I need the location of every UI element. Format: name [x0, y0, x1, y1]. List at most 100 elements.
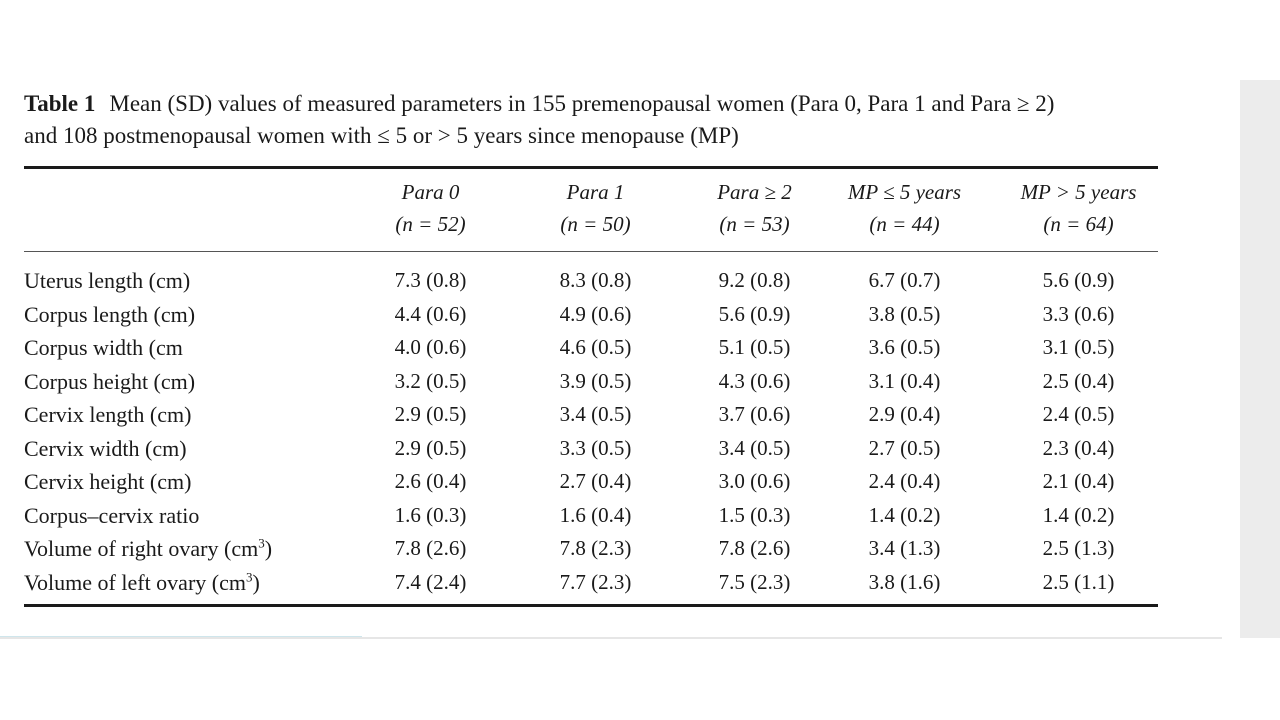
table-cell: 1.6 (0.3) [394, 502, 467, 527]
column-n: (n = 53) [719, 212, 790, 236]
table-cell: 3.4 (1.3) [868, 536, 941, 560]
table-cell: 4.9 (0.6) [559, 301, 632, 326]
table-caption: Table 1 Mean (SD) values of measured para… [24, 88, 1224, 152]
column-header-para-0: Para 0 (n = 52) [348, 176, 513, 240]
table-cell: 2.1 (0.4) [1042, 469, 1115, 493]
table-cell: 1.5 (0.3) [718, 502, 791, 527]
table-row: Cervix length (cm) 2.9 (0.5) 3.4 (0.5) 3.7 … [0, 398, 1160, 431]
row-label: Cervix length (cm) [24, 398, 364, 431]
table-cell: 2.9 (0.4) [868, 402, 941, 426]
row-label-text: Cervix width (cm) [24, 435, 187, 461]
table-cell: 2.9 (0.5) [394, 435, 467, 460]
table-cell: 4.6 (0.5) [559, 335, 632, 359]
row-label-text: Corpus height (cm) [24, 368, 196, 394]
caption-text-1: Mean (SD) values of measured parameters … [109, 91, 1055, 116]
table-cell: 2.5 (1.3) [1042, 536, 1115, 560]
table-cell: 2.9 (0.5) [394, 402, 467, 426]
row-label: Volume of left ovary (cm3) [24, 566, 364, 599]
column-title: Para 0 [401, 180, 460, 204]
table-cell: 2.6 (0.4) [394, 469, 467, 493]
table-cell: 3.3 (0.5) [559, 435, 632, 460]
table-row: Cervix height (cm) 2.6 (0.4) 2.7 (0.4) 3.0 … [0, 465, 1160, 498]
column-header-mp-gt5: MP > 5 years (n = 64) [996, 176, 1161, 240]
table-cell: 3.4 (0.5) [718, 435, 791, 460]
column-title: Para ≥ 2 [717, 180, 792, 204]
column-title: MP > 5 years [1020, 180, 1137, 204]
caption-line-2: and 108 postmenopausal women with ≤ 5 or… [24, 123, 739, 148]
row-label-tail: ) [264, 536, 273, 561]
table-cell: 3.8 (1.6) [868, 569, 941, 594]
table-cell: 2.3 (0.4) [1042, 435, 1115, 460]
table-cell: 3.0 (0.6) [718, 469, 791, 493]
row-label-superscript: 3 [245, 569, 253, 585]
row-label-text: Volume of right ovary (cm [24, 536, 259, 561]
table-cell: 4.0 (0.6) [394, 335, 467, 359]
table-bottom-rule [24, 604, 1158, 607]
table-row: Corpus length (cm) 4.4 (0.6) 4.9 (0.6) 5.6 … [0, 298, 1160, 331]
table-header-rule [24, 251, 1158, 252]
table-row: Corpus–cervix ratio 1.6 (0.3) 1.6 (0.4) 1.5… [0, 499, 1160, 532]
table-cell: 5.1 (0.5) [718, 335, 791, 359]
row-label-text: Uterus length (cm) [24, 268, 191, 293]
row-label-text: Corpus length (cm) [24, 301, 196, 327]
table-cell: 2.4 (0.4) [868, 469, 941, 493]
row-label-text: Corpus width (cm [24, 335, 183, 360]
table-cell: 7.3 (0.8) [394, 268, 467, 292]
table-cell: 3.9 (0.5) [559, 368, 632, 393]
column-header-para-2plus: Para ≥ 2 (n = 53) [672, 176, 837, 240]
table-cell: 3.4 (0.5) [559, 402, 632, 426]
row-label: Corpus–cervix ratio [24, 499, 364, 532]
row-label-text: Corpus–cervix ratio [24, 502, 200, 528]
table-cell: 1.6 (0.4) [559, 502, 632, 527]
row-label-tail: ) [252, 569, 260, 595]
table-row: Volume of left ovary (cm3) 7.4 (2.4) 7.7 (… [0, 566, 1160, 599]
table-cell: 5.6 (0.9) [1042, 268, 1115, 292]
table-cell: 7.8 (2.3) [559, 536, 632, 560]
table-cell: 1.4 (0.2) [868, 502, 941, 527]
row-label-text: Volume of left ovary (cm [24, 569, 246, 595]
table-cell: 4.3 (0.6) [718, 368, 791, 393]
table-cell: 1.4 (0.2) [1042, 502, 1115, 527]
row-label: Corpus length (cm) [24, 298, 364, 331]
table-cell: 9.2 (0.8) [718, 268, 791, 292]
table-cell: 7.7 (2.3) [559, 569, 632, 594]
table-cell: 3.8 (0.5) [868, 301, 941, 326]
table-row: Corpus width (cm 4.0 (0.6) 4.6 (0.5) 5.1 (0… [0, 331, 1160, 364]
table-cell: 7.8 (2.6) [394, 536, 467, 560]
table-cell: 2.5 (1.1) [1042, 569, 1115, 594]
table-cell: 7.4 (2.4) [394, 569, 467, 594]
row-label: Cervix height (cm) [24, 465, 364, 498]
table-cell: 3.7 (0.6) [718, 402, 791, 426]
column-n: (n = 44) [869, 212, 940, 236]
row-label-superscript: 3 [258, 535, 265, 551]
table-cell: 2.4 (0.5) [1042, 402, 1115, 426]
row-label: Cervix width (cm) [24, 432, 364, 465]
table-cell: 2.5 (0.4) [1042, 368, 1115, 393]
column-n: (n = 52) [395, 212, 466, 236]
column-title: MP ≤ 5 years [847, 180, 962, 204]
table-cell: 2.7 (0.5) [868, 435, 941, 460]
table-cell: 3.3 (0.6) [1042, 301, 1115, 326]
table-cell: 5.6 (0.9) [718, 301, 791, 326]
caption-line-1: Table 1 Mean (SD) values of measured para… [24, 88, 1224, 120]
column-n: (n = 64) [1043, 212, 1114, 236]
row-label: Volume of right ovary (cm3) [24, 532, 364, 565]
row-label-text: Cervix height (cm) [24, 469, 192, 494]
table-cell: 3.2 (0.5) [394, 368, 467, 393]
table-cell: 3.1 (0.4) [868, 368, 941, 393]
row-label: Uterus length (cm) [24, 264, 364, 297]
table-row: Corpus height (cm) 3.2 (0.5) 3.9 (0.5) 4.3 … [0, 365, 1160, 398]
table-cell: 7.5 (2.3) [718, 569, 791, 594]
column-header-mp-le5: MP ≤ 5 years (n = 44) [822, 176, 987, 240]
table-cell: 4.4 (0.6) [394, 301, 467, 326]
right-side-panel [1240, 80, 1280, 638]
caption-label: Table 1 [24, 91, 96, 116]
table-cell: 3.6 (0.5) [868, 335, 941, 359]
table-top-rule [24, 166, 1158, 169]
table-cell: 8.3 (0.8) [559, 268, 632, 292]
table-cell: 6.7 (0.7) [868, 268, 941, 292]
row-label-text: Cervix length (cm) [24, 402, 192, 427]
column-header-para-1: Para 1 (n = 50) [513, 176, 678, 240]
table-cell: 7.8 (2.6) [718, 536, 791, 560]
table-row: Uterus length (cm) 7.3 (0.8) 8.3 (0.8) 9.2 … [0, 264, 1160, 297]
